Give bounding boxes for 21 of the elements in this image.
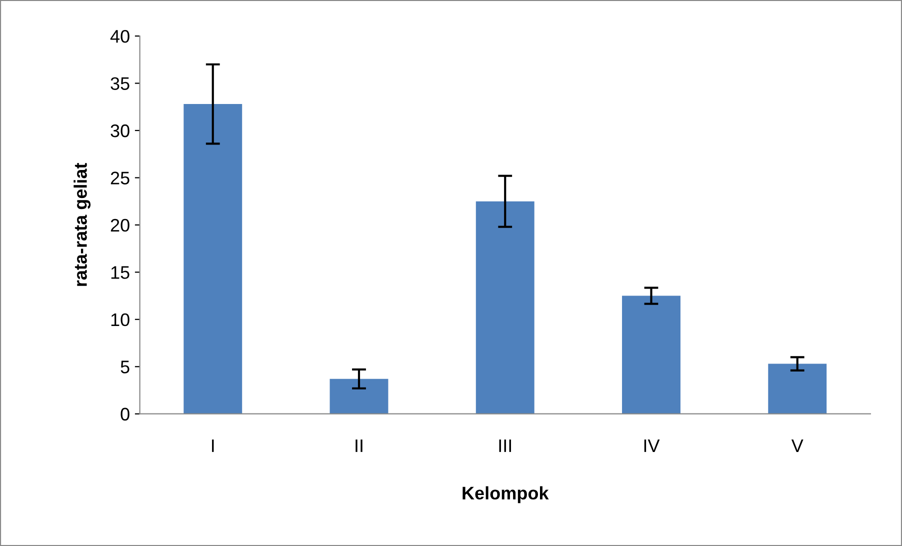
y-tick-label: 30	[110, 124, 130, 138]
y-tick-label: 35	[110, 77, 130, 90]
y-tick-label: 10	[111, 313, 130, 326]
bar	[622, 296, 680, 414]
x-tick-label: IV	[644, 440, 660, 452]
y-tick-label: 40	[110, 30, 130, 43]
x-tick-label: III	[499, 440, 511, 452]
x-tick-label: I	[212, 440, 214, 452]
bar	[768, 364, 827, 414]
x-axis-title: Kelompok	[462, 486, 549, 504]
y-tick-label: 5	[120, 360, 130, 374]
bar	[330, 378, 388, 414]
y-tick-label: 0	[120, 408, 130, 421]
y-tick-label: 15	[111, 266, 130, 279]
bar	[184, 104, 242, 414]
bar	[476, 201, 534, 414]
y-tick-label: 25	[110, 172, 130, 184]
x-tick-label: II	[356, 440, 362, 452]
y-axis-title: rata-rata geliat	[74, 162, 91, 286]
y-tick-label: 20	[110, 218, 130, 232]
x-tick-label: V	[791, 440, 804, 452]
